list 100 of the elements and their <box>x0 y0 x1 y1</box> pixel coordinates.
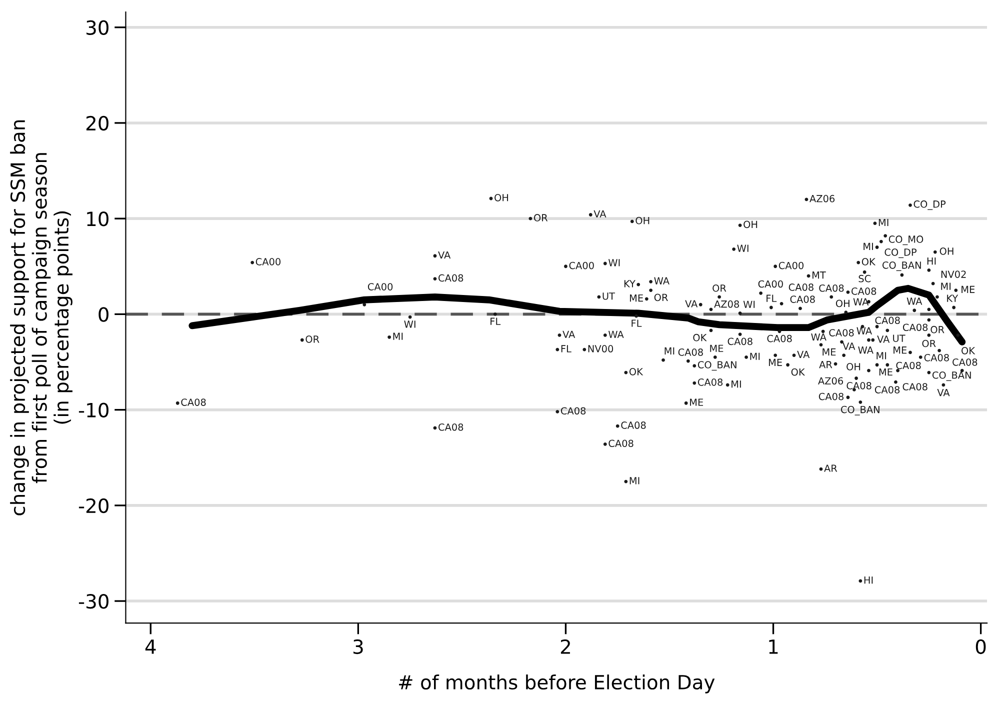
data-label: OH <box>940 248 954 255</box>
data-label: CA08 <box>181 398 206 406</box>
data-label: AZ06 <box>810 194 835 202</box>
data-label: FL <box>632 320 642 327</box>
data-label: OR <box>712 284 726 292</box>
data-label: CA08 <box>767 334 792 342</box>
data-label: MI <box>664 347 674 354</box>
data-label: CA00 <box>569 262 594 270</box>
data-label: AR <box>819 361 832 368</box>
data-label: VA <box>438 251 451 259</box>
data-label: VA <box>937 389 950 396</box>
data-label: HI <box>927 258 936 265</box>
data-label: KY <box>947 294 958 302</box>
data-label: AR <box>824 464 838 472</box>
y-tick-label: 30 <box>86 20 108 35</box>
data-label: CA08 <box>818 392 844 400</box>
data-label: VA <box>877 336 890 343</box>
data-label: CA08 <box>852 288 876 295</box>
x-tick-label: 3 <box>353 639 363 654</box>
x-axis-title: # of months before Election Day <box>399 674 715 694</box>
data-label: CO_BAN <box>882 261 921 271</box>
data-label: CA08 <box>728 338 752 346</box>
x-tick-label: 4 <box>145 640 156 654</box>
data-label: ME <box>630 294 643 302</box>
y-tick-label: -30 <box>78 594 108 609</box>
data-label: WI <box>743 300 755 308</box>
data-label: VA <box>842 342 856 350</box>
data-label: OH <box>636 216 650 224</box>
data-label: MI <box>630 477 640 484</box>
data-label: OR <box>930 326 944 334</box>
data-label: CO_BAN <box>932 371 971 381</box>
data-label: WA <box>608 330 624 338</box>
y-axis-title: change in projected support for SSM ban from first poll of campaign season (in percentage points) <box>10 120 72 516</box>
data-label: ME <box>894 346 907 354</box>
data-label: NV00 <box>588 345 614 352</box>
data-label: ME <box>690 398 704 406</box>
data-label: CA08 <box>874 386 900 394</box>
data-label: MI <box>876 352 886 360</box>
y-tick-label: -10 <box>78 402 108 418</box>
data-label: CO_BAN <box>698 361 736 371</box>
data-label: CA00 <box>256 258 280 266</box>
data-label: WA <box>853 298 869 306</box>
data-label: VA <box>685 300 698 308</box>
data-label: WI <box>404 320 416 328</box>
data-label: CA08 <box>846 382 872 390</box>
data-label: NV02 <box>941 270 966 278</box>
data-label: CA08 <box>560 407 586 415</box>
data-label: AZ08 <box>714 300 740 308</box>
data-label: OR <box>654 294 668 302</box>
data-label: CA08 <box>608 440 634 448</box>
data-label: OR <box>534 214 548 222</box>
data-label: UT <box>602 292 616 300</box>
x-tick-label: 0 <box>976 639 986 654</box>
data-label: MI <box>941 282 951 290</box>
data-label: OK <box>629 368 644 376</box>
data-label: CA08 <box>698 378 723 386</box>
data-label: CA08 <box>902 324 928 332</box>
data-label: OK <box>791 368 806 376</box>
data-label: CA00 <box>758 280 783 288</box>
y-tick-label: 0 <box>98 307 108 322</box>
data-label: CA08 <box>829 329 854 336</box>
data-label: FL <box>490 318 501 325</box>
data-label: MI <box>750 352 760 360</box>
data-label: CA00 <box>368 283 393 290</box>
data-label: CA08 <box>875 316 900 324</box>
data-label: UT <box>893 334 906 342</box>
data-label: CA08 <box>896 362 921 370</box>
data-label: OH <box>494 194 508 202</box>
data-label: OK <box>862 258 876 266</box>
data-label: MI <box>732 380 741 388</box>
data-label: CA00 <box>778 262 804 270</box>
y-tick-label: 10 <box>87 212 108 226</box>
data-label: ME <box>879 368 892 376</box>
data-label: CO_DP <box>884 248 917 258</box>
data-label: CO_BAN <box>840 406 880 416</box>
data-label: CA08 <box>678 348 703 356</box>
data-label: CA08 <box>952 358 978 366</box>
data-label: CA08 <box>790 296 815 303</box>
y-tick-label: 20 <box>86 116 108 131</box>
data-label: SC <box>858 274 871 282</box>
data-label: OK <box>693 334 707 342</box>
data-label: CA08 <box>902 383 928 390</box>
data-label: CO_DP <box>914 200 946 210</box>
data-label: KY <box>624 280 636 288</box>
data-label: OH <box>744 220 758 228</box>
data-label: WA <box>654 277 670 284</box>
x-tick-label: 1 <box>769 640 778 654</box>
data-label: HI <box>864 576 873 584</box>
data-label: VA <box>594 210 606 218</box>
data-label: OK <box>962 346 976 354</box>
data-label: FL <box>766 294 777 302</box>
data-label: OH <box>836 300 850 308</box>
data-label: WA <box>906 298 922 305</box>
data-label: AZ06 <box>818 377 844 385</box>
data-label: ME <box>962 286 975 293</box>
data-label: ME <box>768 358 782 366</box>
data-label: WI <box>608 259 620 266</box>
data-label: CA08 <box>788 284 814 291</box>
data-label: OH <box>846 362 860 370</box>
data-label: CA08 <box>924 354 949 362</box>
